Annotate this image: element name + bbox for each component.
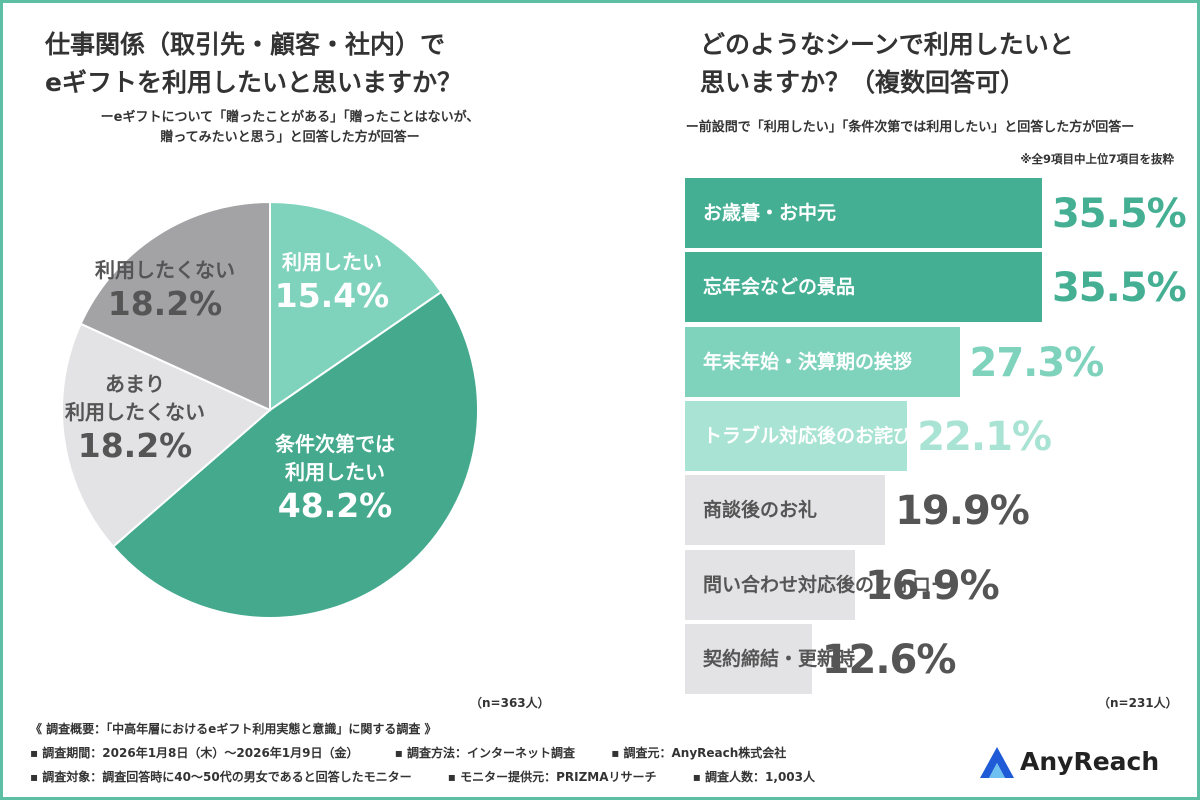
- bar-category-label: 忘年会などの景品: [703, 276, 856, 299]
- pie-label-value: 18.2%: [107, 284, 223, 323]
- right-title-line2: 思いますか？（複数回答可）: [700, 68, 1026, 97]
- bar: [685, 475, 886, 546]
- pie-label-value: 18.2%: [77, 426, 193, 465]
- bar-row: 忘年会などの景品 35.5%: [685, 252, 1187, 323]
- bar: [685, 400, 908, 471]
- left-subtitle-line1: ーeギフトについて「贈ったことがある」「贈ったことはないが、: [100, 110, 480, 125]
- pie-label-category-line2: 利用したい: [285, 460, 385, 484]
- bar-category-label: 契約締結・更新時: [703, 647, 856, 670]
- survey-source: ▪ 調査元：AnyReach株式会社: [611, 746, 787, 760]
- right-sample-size: （n=231人）: [1098, 696, 1178, 710]
- bar: [685, 252, 1042, 323]
- left-chart-subtitle: ーeギフトについて「贈ったことがある」「贈ったことはないが、 贈ってみたいと思う…: [40, 108, 540, 148]
- bar-category-label: 商談後のお礼: [703, 499, 818, 522]
- pie-chart: [61, 200, 479, 620]
- bar-value-label: 12.6%: [821, 636, 957, 683]
- bar: [685, 178, 1042, 248]
- anyreach-logo: AnyReach: [978, 745, 1159, 785]
- right-title-line1: どのようなシーンで利用したいと: [700, 30, 1074, 59]
- bar-value-label: 35.5%: [1051, 265, 1187, 312]
- right-chart-note: ※全9項目中上位7項目を抜粋: [1020, 152, 1174, 166]
- survey-period: ▪ 調査期間：2026年1月8日（木）〜2026年1月9日（金）: [30, 746, 359, 760]
- left-title-line1: 仕事関係（取引先・顧客・社内）で: [45, 30, 446, 59]
- pie-label-amari: あまり 利用したくない 18.2%: [50, 370, 220, 466]
- bar-value-label: 35.5%: [1051, 191, 1187, 237]
- survey-count: ▪ 調査人数：1,003人: [692, 770, 815, 784]
- pie-label-jouken-shidai: 条件次第では 利用したい 48.2%: [255, 430, 415, 526]
- bar: [685, 326, 960, 397]
- pie-slice-3: [79, 200, 271, 412]
- pie-label-category-line1: 条件次第では: [275, 432, 395, 456]
- left-subtitle-line2: 贈ってみたいと思う」と回答した方が回答ー: [160, 130, 420, 145]
- survey-method: ▪ 調査方法：インターネット調査: [394, 746, 576, 760]
- left-chart-title: 仕事関係（取引先・顧客・社内）で eギフトを利用したいと思いますか？: [45, 26, 565, 102]
- bar-row: 商談後のお礼 19.9%: [685, 475, 1185, 546]
- survey-target: ▪ 調査対象：調査回答時に40〜50代の男女であると回答したモニター: [30, 770, 412, 784]
- pie-label-value: 48.2%: [277, 486, 393, 525]
- right-chart-subtitle: ー前設問で「利用したい」「条件次第では利用したい」と回答した方が回答ー: [685, 120, 1135, 135]
- bar-category-label: 年末年始・決算期の挨拶: [703, 350, 913, 373]
- bar-row: お歳暮・お中元 35.5%: [685, 178, 1187, 248]
- survey-row-2: ▪ 調査期間：2026年1月8日（木）〜2026年1月9日（金） ▪ 調査方法：…: [30, 741, 815, 765]
- bar-category-label: 問い合わせ対応後のフォロー: [703, 573, 951, 596]
- survey-footer: 《 調査概要：「中高年層におけるeギフト利用実態と意識」に関する調査 》 ▪ 調…: [30, 717, 815, 789]
- bar-category-label: トラブル対応後のお詫び: [703, 424, 913, 447]
- left-title-line2: eギフトを利用したいと思いますか？: [45, 68, 462, 97]
- bar-row: 契約締結・更新時 12.6%: [685, 623, 1185, 694]
- bar-row: トラブル対応後のお詫び 22.1%: [685, 400, 1185, 471]
- bar-value-label: 27.3%: [969, 339, 1105, 386]
- pie-label-category: 利用したくない: [95, 258, 235, 282]
- pie-label-category-line1: あまり: [105, 372, 165, 396]
- bar-category-label: お歳暮・お中元: [703, 202, 837, 224]
- right-chart-title: どのようなシーンで利用したいと 思いますか？（複数回答可）: [700, 26, 1140, 102]
- survey-row-3: ▪ 調査対象：調査回答時に40〜50代の男女であると回答したモニター ▪ モニタ…: [30, 765, 815, 789]
- pie-label-riyou-shitai: 利用したい 15.4%: [262, 248, 402, 316]
- pie-slice-0: [269, 200, 443, 412]
- pie-label-riyou-shitakunai: 利用したくない 18.2%: [75, 256, 255, 324]
- left-sample-size: （n=363人）: [470, 696, 550, 710]
- pie-label-value: 15.4%: [274, 276, 390, 315]
- pie-label-category: 利用したい: [282, 250, 382, 274]
- bar: [685, 623, 812, 694]
- survey-provider: ▪ モニター提供元：PRIZMAリサーチ: [447, 770, 657, 784]
- bar-row: 問い合わせ対応後のフォロー 16.9%: [685, 549, 1185, 620]
- pie-slice-2: [61, 322, 272, 548]
- bar-value-label: 22.1%: [917, 413, 1052, 460]
- bar-row: 年末年始・決算期の挨拶 27.3%: [685, 326, 1185, 397]
- survey-overview-title: 《 調査概要：「中高年層におけるeギフト利用実態と意識」に関する調査 》: [30, 722, 437, 736]
- logo-text: AnyReach: [1020, 747, 1160, 776]
- anyreach-logo-icon: [980, 747, 1014, 778]
- pie-label-category-line2: 利用したくない: [65, 400, 205, 424]
- bar-value-label: 16.9%: [864, 562, 1000, 609]
- pie-slice-1: [111, 290, 479, 620]
- bar-value-label: 19.9%: [895, 488, 1030, 535]
- bar: [685, 549, 855, 620]
